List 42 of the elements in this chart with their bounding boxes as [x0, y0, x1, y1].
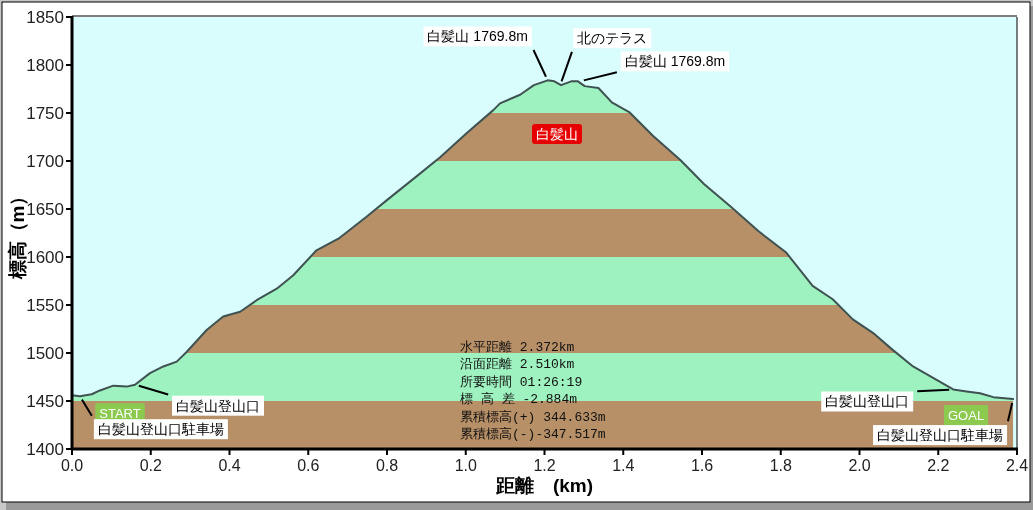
- annotation: 白髪山: [532, 124, 582, 144]
- x-axis-title: 距離 (km): [494, 475, 594, 496]
- y-tick-label: 1500: [26, 344, 64, 363]
- annotation: 白髪山 1769.8m: [624, 53, 726, 70]
- annotation: 白髪山登山口: [821, 388, 951, 412]
- annotation: 沿面距離 2.510km: [460, 357, 575, 373]
- annotation: 累積標高(-)-347.517m: [460, 427, 606, 442]
- annotation: 累積標高(+) 344.633m: [460, 409, 606, 425]
- annotation: 白髪山登山口駐車場: [877, 427, 1004, 444]
- y-tick-label: 1750: [26, 104, 64, 123]
- annotation: 白髪山登山口駐車場: [97, 421, 224, 438]
- x-tick-label: 0.8: [375, 457, 399, 474]
- x-tick-label: 0.0: [60, 457, 84, 474]
- y-axis-title: 標高（m）: [7, 186, 28, 281]
- y-tick-label: 1550: [26, 296, 64, 315]
- annotation: 白髪山登山口: [825, 393, 910, 410]
- x-tick-label: 0.6: [297, 457, 320, 474]
- annotation: 水平距離 2.372km: [460, 340, 575, 355]
- x-tick-label: 0.4: [218, 457, 241, 474]
- x-tick-label: 2.2: [927, 457, 950, 474]
- x-tick-label: 1.8: [769, 457, 792, 474]
- annotation: 白髪山登山口: [176, 397, 260, 414]
- y-tick-label: 1700: [26, 152, 64, 171]
- annotation: 白髪山 1769.8m: [427, 28, 528, 45]
- x-tick-label: 0.2: [139, 457, 162, 474]
- annotation: 白髪山 1769.8m: [423, 26, 547, 78]
- annotation: 標 高 差 -2.884m: [460, 392, 577, 408]
- y-tick-label: 1800: [26, 56, 64, 75]
- y-tick-label: 1450: [26, 392, 64, 411]
- annotation: 白髪山 1769.8m: [582, 51, 730, 82]
- x-tick-label: 1.0: [454, 457, 477, 474]
- x-tick-label: 2.4: [1005, 457, 1029, 474]
- annotation: 所要時間 01:26:19: [460, 374, 583, 390]
- x-tick-label: 1.6: [690, 457, 714, 474]
- x-tick-label: 1.4: [612, 457, 635, 474]
- y-tick-label: 1850: [26, 8, 64, 27]
- annotation: GOAL: [944, 405, 989, 426]
- annotation: 北のテラス: [577, 30, 648, 47]
- x-tick-label: 1.2: [533, 457, 556, 474]
- y-tick-label: 1400: [26, 440, 64, 459]
- x-tick-label: 2.0: [848, 457, 871, 474]
- y-tick-label: 1600: [26, 248, 64, 267]
